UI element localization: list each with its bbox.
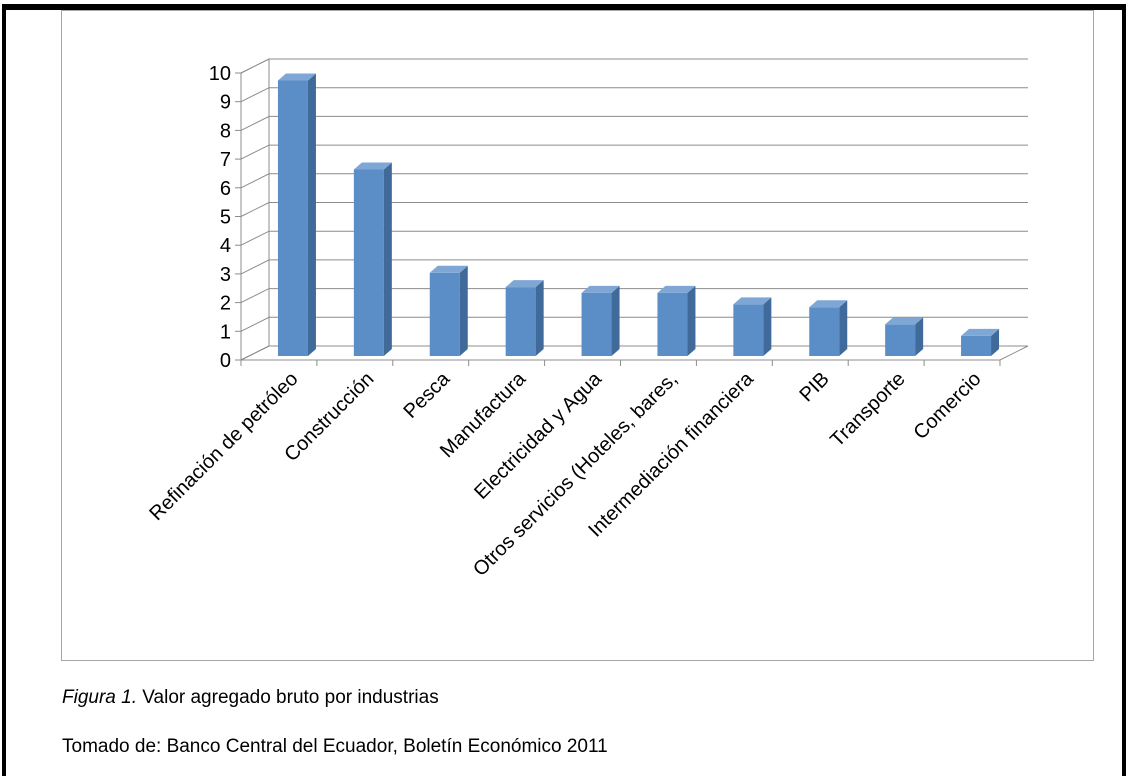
y-tick-label: 8 (220, 120, 231, 142)
bar-side (763, 297, 772, 356)
gridline (240, 202, 1028, 217)
y-tick-label: 3 (220, 264, 231, 286)
figure-caption: Figura 1. Valor agregado bruto por indus… (62, 687, 439, 709)
bar-side (915, 317, 924, 356)
bar-top (277, 73, 316, 81)
bar-front (505, 287, 536, 356)
x-tick-label: Electricidad y Agua (470, 367, 606, 503)
bar-side (611, 285, 620, 356)
x-tick-label: Pesca (399, 367, 454, 422)
bar-top (885, 317, 924, 325)
gridline (240, 115, 1028, 131)
bar (961, 328, 1000, 356)
bar-front (733, 304, 764, 356)
bar-front (885, 324, 916, 356)
bar-front (809, 307, 840, 356)
bar (353, 162, 392, 356)
bar-top (353, 162, 392, 170)
bar (809, 300, 848, 356)
bar-side (687, 285, 696, 356)
bar-top (961, 328, 1000, 336)
caption-text: Valor agregado bruto por industrias (136, 687, 439, 708)
y-tick-label: 4 (220, 235, 231, 257)
bar (733, 297, 772, 356)
x-tick-label: Transporte (826, 368, 909, 451)
bar-side (535, 280, 544, 356)
y-tick-label: 0 (220, 350, 231, 372)
bar (505, 280, 544, 356)
bar-front (657, 292, 688, 356)
bar-front (277, 80, 308, 356)
bar-top (429, 265, 468, 273)
gridline (240, 316, 1028, 332)
bar-top (733, 297, 772, 305)
gridline (240, 259, 1028, 275)
figure-frame (2, 4, 1126, 776)
bar-front (429, 272, 460, 356)
bar-side (307, 73, 316, 356)
y-tick-label: 10 (209, 63, 231, 85)
figure-source: Tomado de: Banco Central del Ecuador, Bo… (62, 736, 608, 757)
bar-front (581, 292, 612, 356)
bar (277, 73, 316, 356)
gridline (240, 288, 1028, 304)
x-tick-label: Refinación de petróleo (145, 368, 302, 525)
bar-top (505, 280, 544, 288)
x-tick-label: PIB (795, 368, 833, 406)
y-tick-label: 2 (220, 293, 231, 315)
y-tick-label: 7 (220, 149, 231, 171)
gridline (240, 173, 1028, 189)
chart-container (61, 10, 1094, 661)
x-tick-label: Comercio (910, 368, 986, 444)
bar-side (383, 162, 392, 356)
gridline (240, 87, 1028, 103)
caption-label: Figura 1. (62, 687, 137, 708)
bar-top (657, 285, 696, 293)
bar-side (839, 300, 848, 356)
bar-side (991, 328, 1000, 356)
bar (885, 317, 924, 356)
gridline (240, 58, 1028, 74)
bar-side (459, 265, 468, 356)
bar-front (961, 335, 992, 356)
y-tick-label: 5 (220, 207, 231, 229)
gridline (240, 230, 1028, 246)
bar (657, 285, 696, 356)
bar (581, 285, 620, 356)
bar-top (581, 285, 620, 293)
bar-front (353, 169, 384, 356)
gridline (240, 144, 1028, 160)
y-tick-label: 1 (220, 321, 231, 343)
gridline (240, 345, 1028, 361)
bar-top (809, 300, 848, 308)
y-tick-label: 6 (220, 178, 231, 200)
bar (429, 265, 468, 356)
y-tick-label: 9 (220, 92, 231, 114)
